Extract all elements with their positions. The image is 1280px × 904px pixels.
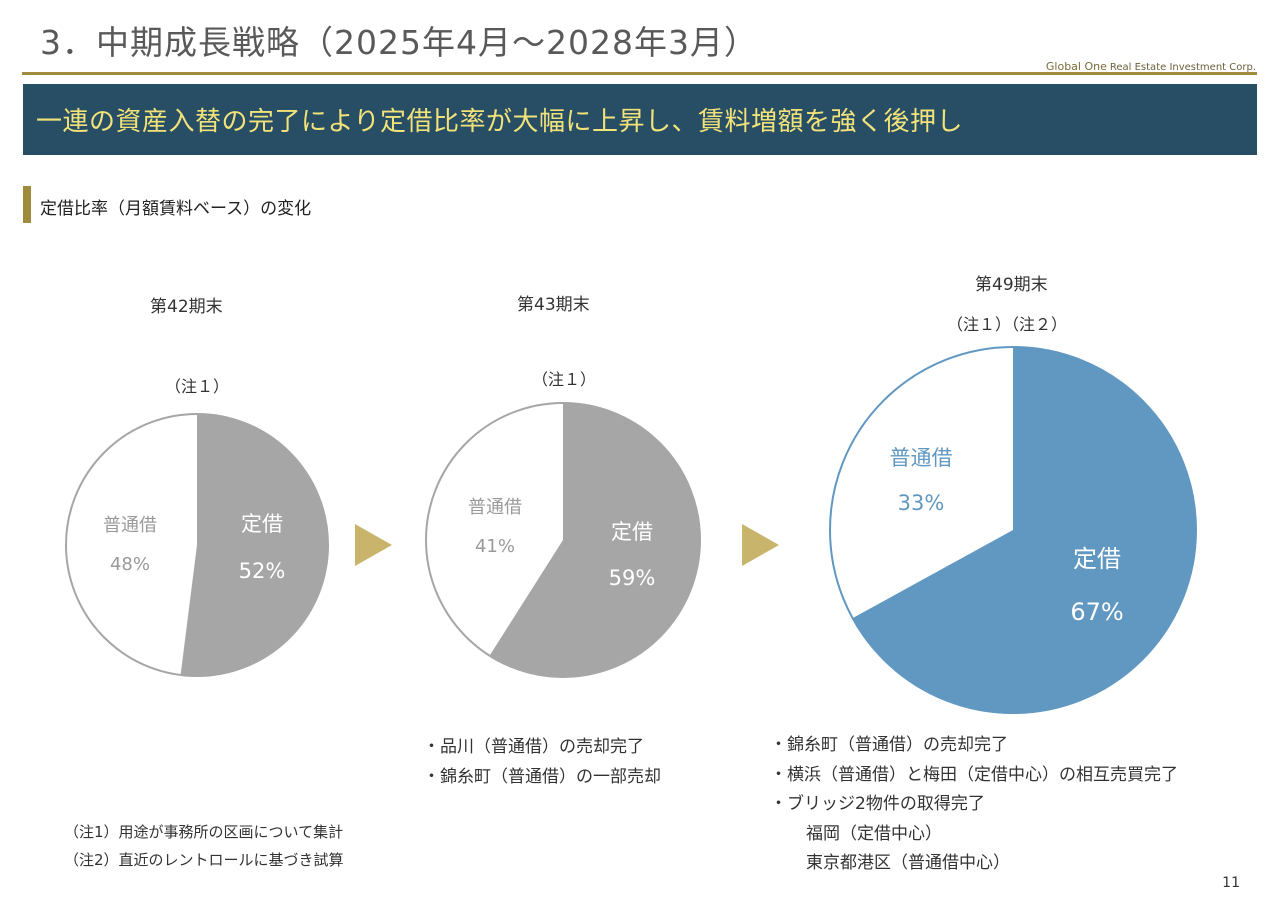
note-43: （注１） — [532, 370, 597, 389]
page-number: 11 — [1222, 875, 1240, 891]
period-label-43: 第43期末 — [517, 295, 590, 315]
list-subitem: 東京都港区（普通借中心） — [806, 853, 1010, 873]
pie42-normal-value: 48% — [110, 554, 150, 575]
section-heading: 定借比率（月額賃料ベース）の変化 — [40, 199, 312, 219]
pie42-fixed-slice — [180, 414, 328, 677]
period-label-49: 第49期末 — [975, 275, 1048, 295]
headline-banner — [23, 84, 1257, 155]
list-item: ・ブリッジ2物件の取得完了 — [770, 794, 985, 814]
pie43-normal-label: 普通借 — [468, 497, 522, 518]
footnote: （注2）直近のレントロールに基づき試算 — [64, 851, 344, 869]
logo-subtitle: Real Estate Investment Corp. — [1109, 62, 1256, 73]
list-item: ・錦糸町（普通借）の売却完了 — [770, 735, 1008, 755]
list-item: ・品川（普通借）の売却完了 — [423, 737, 644, 757]
list-subitem: 福岡（定借中心） — [806, 823, 942, 844]
pie49-fixed-slice — [852, 347, 1196, 713]
page-title: 3．中期成長戦略（2025年4月～2028年3月） — [40, 23, 758, 62]
list-item: ・錦糸町（普通借）の一部売却 — [423, 766, 661, 787]
list-item: ・横浜（普通借）と梅田（定借中心）の相互売買完了 — [770, 764, 1178, 785]
pie49-normal-label: 普通借 — [890, 446, 953, 470]
pie43-fixed-label: 定借 — [611, 520, 653, 544]
company-logo: Global One Real Estate Investment Corp. — [1046, 60, 1256, 73]
bullet-list-43: ・品川（普通借）の売却完了 ・錦糸町（普通借）の一部売却 — [423, 733, 661, 792]
section-marker — [23, 186, 31, 223]
pie43-normal-value: 41% — [475, 536, 515, 557]
note-49: （注１）（注２） — [947, 315, 1068, 334]
pie43-fixed-slice — [489, 403, 701, 677]
pie42-fixed-value: 52% — [239, 559, 286, 583]
pie49-fixed-label: 定借 — [1073, 545, 1121, 573]
pie49-normal-value: 33% — [898, 491, 945, 515]
pie43-fixed-value: 59% — [609, 566, 656, 590]
note-42: （注１） — [165, 377, 230, 396]
period-label-42: 第42期末 — [150, 297, 223, 317]
headline-text: 一連の資産入替の完了により定借比率が大幅に上昇し、賃料増額を強く後押し — [36, 107, 963, 137]
pie42-fixed-label: 定借 — [241, 512, 283, 536]
pie49-fixed-value: 67% — [1070, 598, 1123, 626]
logo-brand: Global One — [1045, 60, 1107, 73]
title-divider — [22, 72, 1257, 75]
footnotes: （注1）用途が事務所の区画について集計 （注2）直近のレントロールに基づき試算 — [64, 818, 344, 874]
bullet-list-49: ・錦糸町（普通借）の売却完了 ・横浜（普通借）と梅田（定借中心）の相互売買完了 … — [770, 731, 1178, 879]
footnote: （注1）用途が事務所の区画について集計 — [64, 823, 344, 841]
pie42-normal-label: 普通借 — [103, 515, 157, 536]
